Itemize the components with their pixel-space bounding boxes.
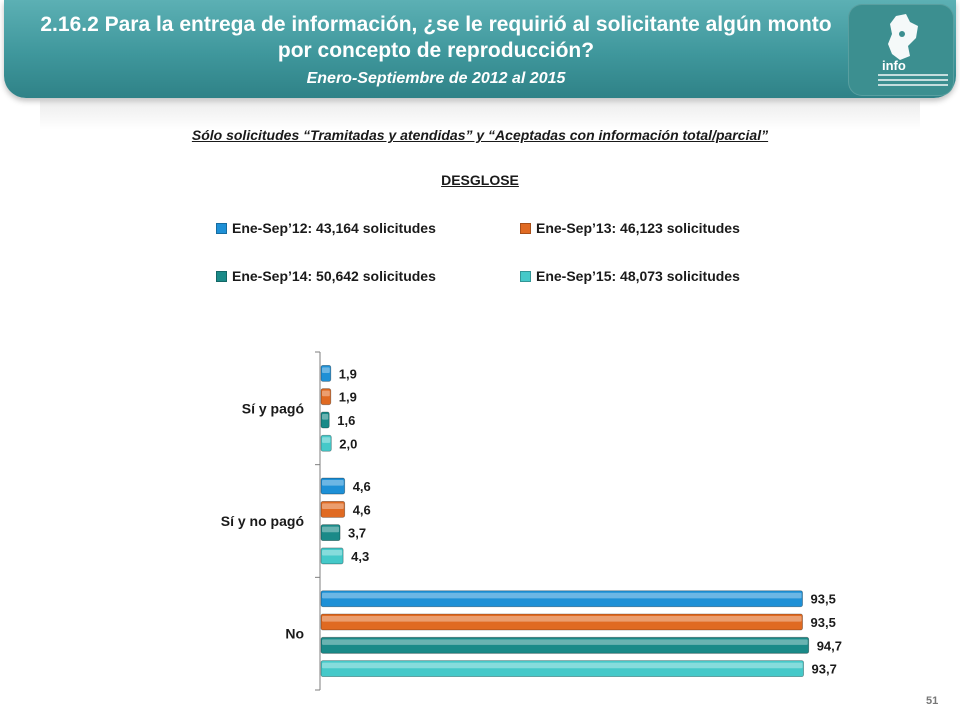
category-label: Sí y no pagó [221,513,304,529]
data-label: 4,6 [353,479,371,494]
legend-item-2015: Ene-Sep’15: 48,073 solicitudes [520,268,740,284]
header-shadow [40,100,920,130]
bar-highlight [322,503,344,509]
bar-highlight [322,592,802,599]
bar-3-4 [320,660,804,678]
bar-highlight [322,549,343,556]
bar-highlight [322,616,802,622]
bar-highlight [322,367,330,373]
bar-1-2 [320,388,332,406]
title-line-2: por concepto de reproducción? [277,39,595,62]
bar-highlight [322,413,329,420]
data-label: 3,7 [348,526,366,541]
data-label: 93,7 [812,662,837,677]
data-label: 94,7 [817,638,842,653]
page-subtitle: Enero-Septiembre de 2012 al 2015 [306,70,566,87]
category-label: No [285,626,304,642]
data-label: 4,3 [351,549,369,564]
page-number: 51 [926,695,939,707]
bar-2-2 [320,500,346,518]
logo-wordmark: info [882,58,906,73]
category-label: Sí y pagó [242,400,304,416]
logo-tagline [878,74,948,89]
legend-swatch [216,270,227,282]
data-label: 93,5 [811,592,836,607]
bar-highlight [322,390,330,397]
filter-note: Sólo solicitudes “Tramitadas y atendidas… [191,127,769,143]
legend-item-2013: Ene-Sep’13: 46,123 solicitudes [520,220,740,236]
data-label: 1,9 [339,390,357,405]
data-label: 4,6 [353,502,371,517]
legend-label: Ene-Sep’12: 43,164 solicitudes [232,220,436,236]
bar-highlight [322,526,340,533]
title-line-1: 2.16.2 Para la entrega de información, ¿… [40,13,832,36]
bar-highlight [322,639,808,645]
bar-3-1 [320,590,803,608]
legend-label: Ene-Sep’14: 50,642 solicitudes [232,268,436,284]
bar-2-1 [320,477,346,495]
data-label: 93,5 [811,615,836,630]
breakdown-heading: DESGLOSE [441,172,519,188]
city-map-icon [888,14,918,60]
legend-item-2014: Ene-Sep’14: 50,642 solicitudes [216,268,436,284]
bar-highlight [322,480,344,486]
legend-label: Ene-Sep’13: 46,123 solicitudes [536,220,740,236]
bar-3-3 [320,636,810,654]
legend-swatch [520,222,531,234]
legend-label: Ene-Sep’15: 48,073 solicitudes [536,268,740,284]
legend-item-2012: Ene-Sep’12: 43,164 solicitudes [216,220,436,236]
page-title: 2.16.2 Para la entrega de información, ¿… [18,12,854,64]
bar-3-2 [320,613,803,631]
infodf-logo: info [848,4,954,96]
legend-swatch [216,222,227,234]
data-label: 1,9 [339,366,357,381]
bar-2-3 [320,524,341,542]
legend-swatch [520,270,531,282]
bar-2-4 [320,547,344,565]
bar-1-4 [320,434,332,452]
data-label: 1,6 [337,413,355,428]
bar-1-3 [320,411,330,429]
header-banner: 2.16.2 Para la entrega de información, ¿… [4,0,956,98]
data-label: 2,0 [339,436,357,451]
bar-highlight [322,662,803,669]
bar-1-1 [320,364,332,382]
bar-highlight [322,437,331,443]
